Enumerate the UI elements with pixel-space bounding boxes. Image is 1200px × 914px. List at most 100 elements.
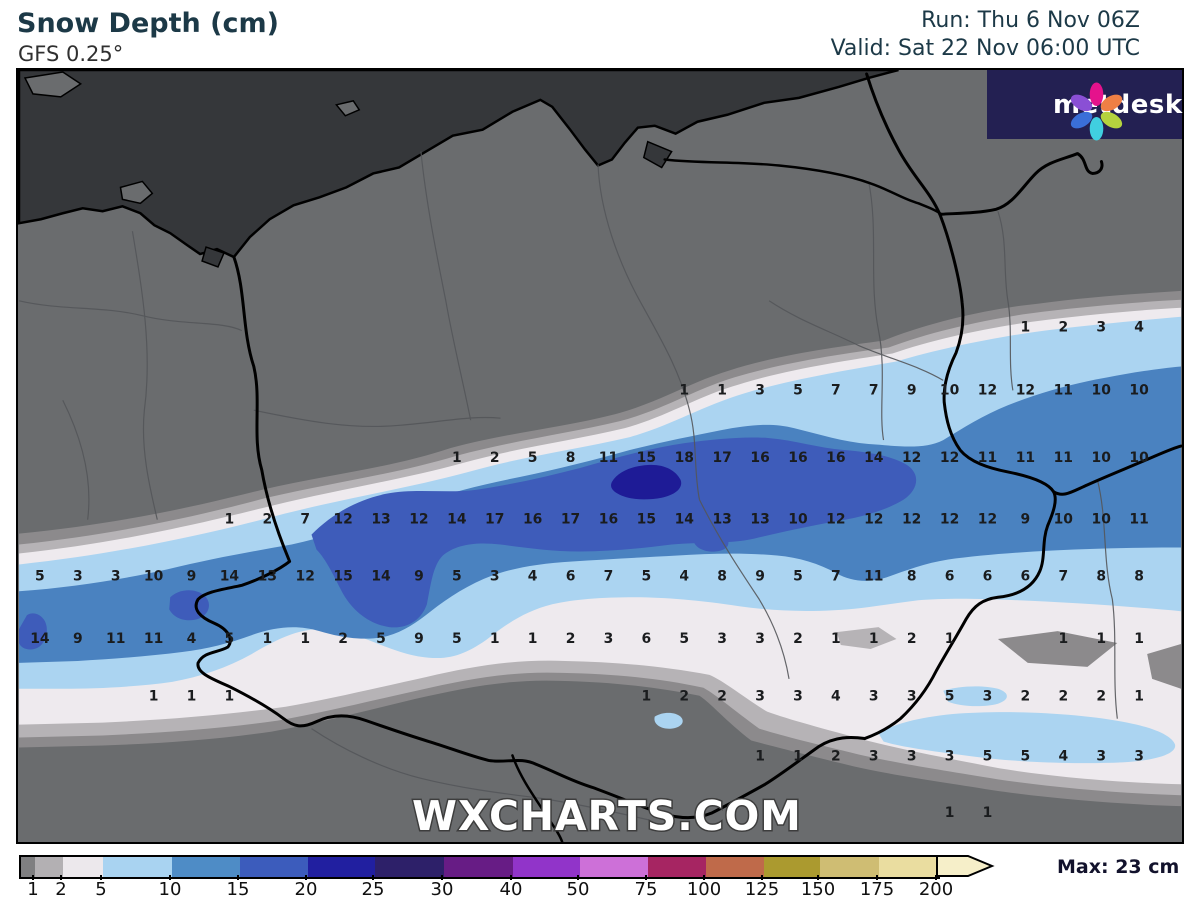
scale-tick-label: 2 — [55, 879, 67, 900]
grid-value: 1 — [869, 631, 879, 647]
scale-segment-175 — [820, 857, 879, 877]
pinwheel-petal — [1070, 111, 1093, 129]
scale-tick — [237, 875, 239, 880]
grid-value: 2 — [717, 689, 727, 705]
lagoon-szczecin — [201, 246, 225, 268]
grid-value: 10 — [1054, 512, 1074, 528]
grid-value: 2 — [793, 631, 803, 647]
grid-value: 11 — [1054, 450, 1073, 466]
grid-value: 1 — [983, 805, 993, 821]
scale-tick-label: 150 — [800, 879, 836, 900]
scale-segment-2 — [35, 857, 63, 877]
scale-segment-1 — [21, 857, 35, 877]
snow-depth-map: 1 2 3 4 1 1 3 5 7 7 9 10 12 12 11 10 10 1 2 5 8 11 15 18 17 16 16 1… — [16, 68, 1184, 844]
lithuania-border-branch — [939, 152, 1104, 216]
patch-blue-se-large — [878, 712, 1176, 764]
scale-tick-label: 25 — [361, 879, 385, 900]
grid-value: 16 — [599, 512, 618, 528]
watermark-text: WXCHARTS.COM — [412, 792, 802, 840]
grid-value: 4 — [187, 631, 197, 647]
patch-gray-se-2 — [1147, 644, 1181, 689]
grid-value: 8 — [907, 568, 917, 584]
grid-value: 3 — [755, 689, 765, 705]
scale-tick-label: 15 — [226, 879, 250, 900]
scale-segment-125 — [706, 857, 764, 877]
scale-tick-label: 125 — [744, 879, 780, 900]
grid-value: 11 — [864, 568, 883, 584]
scale-tick-label: 10 — [158, 879, 182, 900]
grid-value: 4 — [1058, 748, 1068, 764]
legend-max-value: Max: 23 cm — [1057, 856, 1180, 878]
grid-value: 16 — [750, 450, 769, 466]
poland-east-border — [863, 72, 1057, 741]
island-ruegen — [119, 180, 154, 205]
grid-value: 4 — [528, 568, 538, 584]
grid-value: 3 — [907, 748, 917, 764]
grid-value: 3 — [1134, 748, 1144, 764]
grid-value: 17 — [485, 512, 504, 528]
grid-value: 1 — [1134, 631, 1144, 647]
grid-value: 7 — [1058, 568, 1068, 584]
grid-value: 12 — [902, 512, 921, 528]
valid-timestamp: Valid: Sat 22 Nov 06:00 UTC — [830, 36, 1140, 61]
grid-value: 1 — [300, 631, 310, 647]
grid-value: 1 — [945, 631, 955, 647]
grid-value: 12 — [940, 512, 959, 528]
grid-value: 11 — [1054, 382, 1073, 398]
pinwheel-petal — [1100, 111, 1123, 129]
grid-value: 9 — [907, 382, 917, 398]
scale-segment-15 — [172, 857, 240, 877]
grid-value: 6 — [642, 631, 652, 647]
grid-value: 17 — [712, 450, 731, 466]
grid-value: 11 — [599, 450, 618, 466]
grid-value: 3 — [490, 568, 500, 584]
grid-value: 11 — [1016, 450, 1035, 466]
grid-value: 2 — [831, 748, 841, 764]
grid-value: 10 — [940, 382, 960, 398]
grid-value: 16 — [523, 512, 542, 528]
grid-value: 10 — [144, 568, 164, 584]
grid-value: 1 — [490, 631, 500, 647]
grid-value: 3 — [717, 631, 727, 647]
grid-value: 11 — [1129, 512, 1148, 528]
grid-value: 1 — [831, 631, 841, 647]
grid-value: 2 — [566, 631, 576, 647]
grid-value: 3 — [73, 568, 83, 584]
scale-tick — [876, 875, 878, 880]
pinwheel-petal — [1089, 82, 1104, 106]
grid-value: 1 — [187, 689, 197, 705]
color-scale-legend: 1 2 5 10 15 20 25 30 40 50 75 100 125 150 175 200 Max: … — [0, 851, 1200, 911]
scale-tick-label: 200 — [918, 879, 954, 900]
grid-value: 1 — [755, 748, 765, 764]
grid-value: 10 — [1092, 450, 1112, 466]
grid-values: 1 2 3 41 1 3 5 7 7 9 10 12 12 11 10 101 2 5 8 11 15 18 17 16 16 1… — [30, 320, 1149, 821]
scale-segment-30 — [375, 857, 444, 877]
grid-value: 14 — [447, 512, 467, 528]
scale-tick — [169, 875, 171, 880]
grid-value: 11 — [978, 450, 997, 466]
scale-tick-label: 30 — [430, 879, 454, 900]
grid-value: 12 — [978, 512, 997, 528]
scale-tick — [441, 875, 443, 880]
color-scale-bar — [19, 855, 940, 879]
grid-value: 2 — [1058, 689, 1068, 705]
grid-value: 3 — [1096, 320, 1106, 336]
lagoon-vistula — [642, 140, 673, 169]
grid-value: 1 — [1021, 320, 1031, 336]
model-subtitle: GFS 0.25° — [18, 42, 124, 66]
grid-value: 16 — [826, 450, 845, 466]
grid-value: 7 — [831, 568, 841, 584]
patch-gray-center — [836, 627, 897, 649]
grid-value: 15 — [637, 450, 656, 466]
kaliningrad-border — [663, 158, 943, 216]
belarus-border-branch — [1052, 444, 1182, 496]
grid-value: 1 — [225, 512, 235, 528]
grid-value: 2 — [262, 512, 272, 528]
grid-value: 5 — [679, 631, 689, 647]
grid-value: 5 — [1021, 748, 1031, 764]
grid-value: 8 — [717, 568, 727, 584]
scale-tick — [645, 875, 647, 880]
grid-value: 6 — [983, 568, 993, 584]
run-timestamp: Run: Thu 6 Nov 06Z — [921, 8, 1140, 33]
grid-value: 3 — [1096, 748, 1106, 764]
